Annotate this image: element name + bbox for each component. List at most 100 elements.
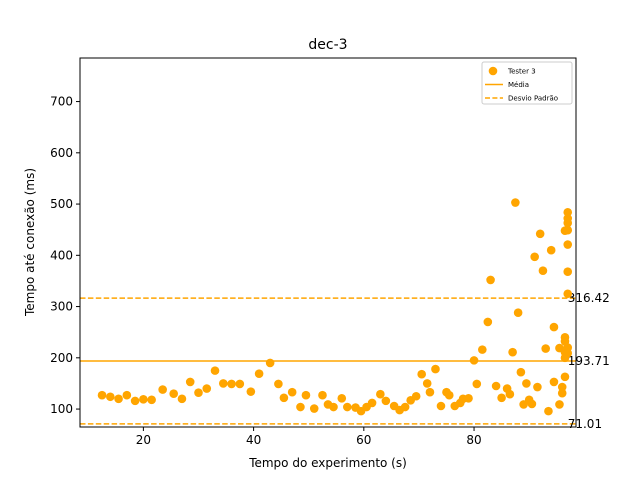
data-point xyxy=(309,404,319,413)
legend-label: Desvio Padrão xyxy=(508,95,558,103)
legend-label: Média xyxy=(508,81,529,89)
data-point xyxy=(194,388,203,397)
data-point xyxy=(530,252,539,262)
x-tick-label: 60 xyxy=(356,433,371,447)
data-point xyxy=(436,401,446,411)
legend: Tester 3 Média Desvio Padrão xyxy=(481,61,573,105)
data-point xyxy=(130,396,140,406)
plot-frame xyxy=(79,57,577,428)
data-point xyxy=(464,394,473,403)
y-tick-label: 500 xyxy=(50,197,73,211)
data-point xyxy=(235,379,245,389)
data-point xyxy=(538,266,548,275)
data-point xyxy=(511,198,520,207)
y-tick-label: 100 xyxy=(50,402,73,416)
data-point xyxy=(533,382,542,392)
data-point xyxy=(279,393,289,403)
data-point xyxy=(342,402,352,412)
data-point xyxy=(246,387,256,396)
data-point xyxy=(505,389,515,399)
data-point xyxy=(535,229,545,239)
data-point xyxy=(400,402,410,412)
data-point xyxy=(563,240,573,249)
data-point xyxy=(177,394,187,404)
y-tick-label: 700 xyxy=(50,95,73,109)
hline-label-2: 71.01 xyxy=(568,417,602,431)
data-point xyxy=(296,402,305,412)
legend-box xyxy=(481,61,573,105)
data-point xyxy=(497,393,506,403)
data-point xyxy=(563,225,573,235)
data-point xyxy=(527,399,537,409)
data-point xyxy=(513,308,523,318)
data-point xyxy=(546,245,556,255)
data-point xyxy=(97,390,107,400)
data-point xyxy=(274,379,283,389)
data-point xyxy=(549,377,559,387)
data-point xyxy=(318,390,327,400)
data-point xyxy=(483,317,493,327)
data-point xyxy=(478,345,487,354)
data-point xyxy=(114,394,123,404)
y-axis-label: Tempo até conexão (ms) xyxy=(23,168,37,317)
data-point xyxy=(557,388,567,398)
data-point xyxy=(541,344,550,353)
data-point xyxy=(516,367,526,377)
data-point xyxy=(218,379,228,388)
data-point xyxy=(522,379,531,388)
data-point xyxy=(563,218,573,228)
data-point xyxy=(106,392,115,402)
data-point xyxy=(185,377,195,387)
data-point xyxy=(337,394,347,403)
chart-title: dec-3 xyxy=(308,37,347,53)
data-point xyxy=(227,379,236,389)
y-tick-label: 300 xyxy=(50,300,73,314)
y-tick-label: 200 xyxy=(50,351,73,365)
data-point xyxy=(555,400,564,409)
data-point xyxy=(444,390,454,400)
data-point xyxy=(549,322,559,332)
x-tick-label: 20 xyxy=(136,433,151,447)
data-point xyxy=(422,379,432,388)
data-point xyxy=(563,289,573,299)
data-point xyxy=(139,395,148,404)
data-point xyxy=(508,347,517,357)
data-point xyxy=(376,389,385,399)
data-point xyxy=(563,348,573,358)
legend-label: Tester 3 xyxy=(507,68,536,76)
data-point xyxy=(381,396,391,406)
data-point xyxy=(210,366,220,375)
data-point xyxy=(287,387,297,397)
data-point xyxy=(158,385,167,394)
y-tick-label: 600 xyxy=(50,146,73,160)
data-point xyxy=(563,207,573,217)
data-point xyxy=(431,364,440,374)
hline-label-0: 193.71 xyxy=(568,354,610,368)
data-point xyxy=(417,369,426,379)
data-point xyxy=(169,389,178,398)
x-tick-label: 80 xyxy=(466,433,481,447)
data-point xyxy=(329,402,338,412)
data-point xyxy=(557,382,567,392)
data-point xyxy=(254,369,264,379)
y-tick-label: 400 xyxy=(50,248,73,262)
data-point xyxy=(544,406,553,416)
hline-label-1: 316.42 xyxy=(568,291,610,305)
data-point xyxy=(563,267,573,277)
data-point xyxy=(147,395,156,405)
data-point xyxy=(491,381,501,391)
legend-marker xyxy=(488,66,498,76)
data-point xyxy=(202,384,212,393)
data-point xyxy=(486,275,495,285)
data-point xyxy=(411,391,421,401)
data-point xyxy=(472,379,482,389)
x-axis-label: Tempo do experimento (s) xyxy=(248,456,407,470)
data-point xyxy=(560,372,570,382)
data-point xyxy=(425,387,435,397)
data-point xyxy=(560,333,570,342)
data-point xyxy=(367,398,377,408)
data-point xyxy=(469,356,479,365)
data-point xyxy=(122,390,132,400)
x-tick-label: 40 xyxy=(246,433,261,447)
